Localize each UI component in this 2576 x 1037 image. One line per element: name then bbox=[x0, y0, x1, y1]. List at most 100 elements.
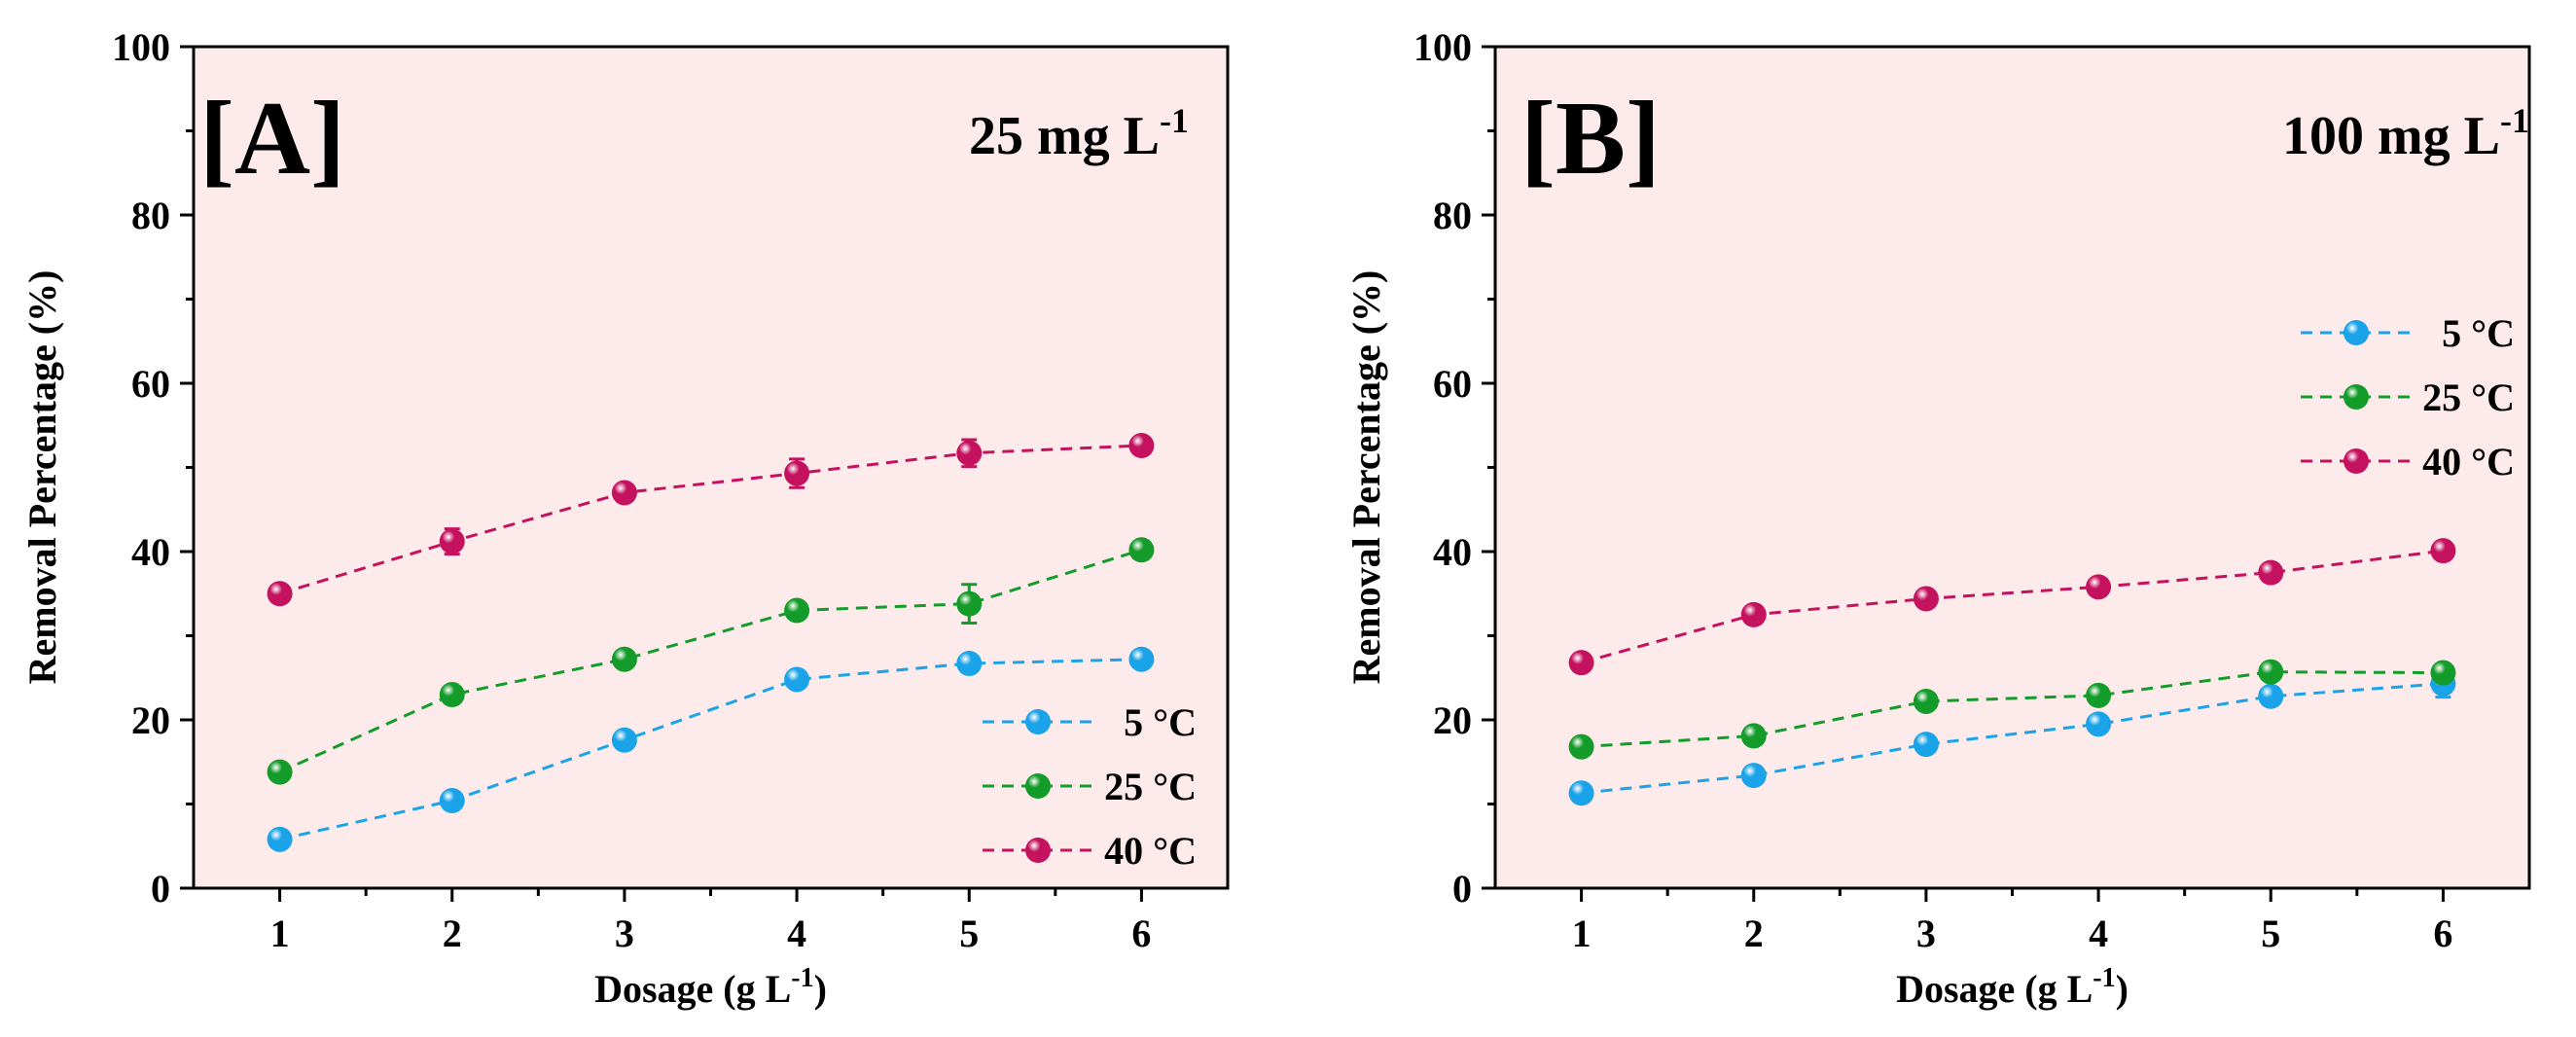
y-tick-label: 40 bbox=[131, 530, 170, 574]
data-point bbox=[1913, 586, 1939, 612]
series-line bbox=[1581, 670, 2444, 749]
panel-label: [B] bbox=[1521, 81, 1661, 197]
series-25c bbox=[1568, 659, 2456, 760]
data-point bbox=[2430, 538, 2456, 564]
panel-label: [A] bbox=[199, 81, 345, 197]
concentration-sup: -1 bbox=[1160, 101, 1189, 140]
data-point bbox=[1913, 732, 1939, 758]
data-point bbox=[439, 528, 465, 554]
data-point bbox=[439, 788, 465, 814]
x-tick-label: 1 bbox=[1572, 912, 1592, 955]
plot-area bbox=[194, 47, 1228, 888]
y-tick-label: 20 bbox=[1433, 698, 1472, 742]
legend-label: 25 °C bbox=[2422, 375, 2515, 419]
series-line bbox=[1581, 682, 2444, 795]
x-tick-label: 3 bbox=[1916, 912, 1936, 955]
legend-marker bbox=[2343, 384, 2369, 410]
y-axis-title: Removal Percentage (%) bbox=[20, 270, 64, 685]
x-axis-title: Dosage (g L-1) bbox=[594, 963, 827, 1011]
legend-marker bbox=[1025, 773, 1051, 799]
concentration-main: 25 mg L bbox=[969, 106, 1160, 166]
x-tick-label: 5 bbox=[959, 912, 979, 955]
x-tick-label: 4 bbox=[2089, 912, 2108, 955]
legend-marker bbox=[2343, 448, 2369, 474]
concentration-label: 25 mg L-1 bbox=[969, 101, 1189, 166]
y-tick-label: 40 bbox=[1433, 530, 1472, 574]
data-point bbox=[2086, 574, 2112, 600]
legend-label: 5 °C bbox=[1124, 700, 1197, 744]
legend-marker bbox=[1025, 838, 1051, 863]
x-axis-title-tail: ) bbox=[2116, 967, 2129, 1011]
x-axis-title-main: Dosage (g L bbox=[1896, 967, 2093, 1011]
data-point bbox=[1568, 733, 1594, 760]
data-point bbox=[611, 646, 637, 672]
series-5c bbox=[267, 646, 1155, 852]
x-axis-title-main: Dosage (g L bbox=[594, 967, 791, 1011]
y-tick-label: 0 bbox=[1452, 867, 1472, 911]
series-line bbox=[1581, 549, 2444, 664]
series-40c bbox=[1568, 538, 2456, 676]
data-point bbox=[1128, 433, 1155, 459]
data-point bbox=[611, 480, 637, 506]
concentration-sup: -1 bbox=[2500, 101, 2529, 140]
data-point bbox=[784, 597, 810, 624]
y-tick-label: 100 bbox=[1413, 25, 1472, 69]
y-tick-label: 80 bbox=[1433, 194, 1472, 237]
data-point bbox=[2258, 659, 2284, 685]
data-point bbox=[439, 682, 465, 708]
x-tick-label: 6 bbox=[1131, 912, 1151, 955]
series-5c bbox=[1568, 668, 2456, 806]
data-point bbox=[956, 651, 983, 677]
x-axis-title: Dosage (g L-1) bbox=[1896, 963, 2129, 1011]
data-point bbox=[267, 759, 293, 785]
y-axis-title: Removal Percentage (%) bbox=[1344, 270, 1388, 685]
data-point bbox=[784, 666, 810, 693]
data-point bbox=[1128, 646, 1155, 672]
data-point bbox=[267, 826, 293, 852]
data-point bbox=[1568, 650, 1594, 676]
legend-label: 5 °C bbox=[2442, 311, 2515, 355]
legend-marker bbox=[2343, 320, 2369, 345]
x-tick-label: 4 bbox=[787, 912, 806, 955]
x-axis-title-tail: ) bbox=[814, 967, 827, 1011]
data-point bbox=[2086, 682, 2112, 708]
concentration-label: 100 mg L-1 bbox=[2282, 101, 2529, 166]
x-tick-label: 6 bbox=[2433, 912, 2452, 955]
data-point bbox=[784, 460, 810, 486]
data-point bbox=[2430, 660, 2456, 686]
x-tick-label: 5 bbox=[2261, 912, 2280, 955]
x-tick-label: 2 bbox=[443, 912, 462, 955]
chart-panel-b: 0 20 40 60 80 100 1 2 3 4 5 6 5 °C 25 °C 40 °C [B] 100 m… bbox=[1344, 25, 2531, 1011]
data-point bbox=[1740, 763, 1767, 789]
plot-frame bbox=[1493, 45, 2531, 890]
legend-label: 25 °C bbox=[1104, 765, 1197, 808]
y-tick-label: 80 bbox=[131, 194, 170, 237]
series-40c bbox=[267, 433, 1155, 607]
x-tick-label: 1 bbox=[270, 912, 290, 955]
plot-frame bbox=[192, 45, 1230, 890]
data-point bbox=[2086, 711, 2112, 737]
data-point bbox=[2258, 559, 2284, 586]
chart-panel-a: 0 20 40 60 80 100 1 2 3 4 5 6 5 °C 25 °C 40 °C [A] 25 mg… bbox=[20, 25, 1230, 1011]
y-tick-label: 0 bbox=[151, 867, 170, 911]
data-point bbox=[956, 590, 983, 617]
data-point bbox=[1740, 601, 1767, 627]
y-tick-label: 60 bbox=[1433, 362, 1472, 406]
x-tick-label: 2 bbox=[1744, 912, 1764, 955]
series-25c bbox=[267, 537, 1155, 785]
data-point bbox=[1740, 723, 1767, 749]
data-point bbox=[2258, 683, 2284, 709]
concentration-main: 100 mg L bbox=[2282, 106, 2500, 166]
x-axis-title-sup: -1 bbox=[791, 963, 813, 993]
series-line bbox=[278, 548, 1142, 773]
data-point bbox=[267, 581, 293, 607]
series-line bbox=[279, 658, 1142, 841]
y-tick-label: 100 bbox=[112, 25, 170, 69]
y-tick-label: 20 bbox=[131, 698, 170, 742]
data-point bbox=[1568, 780, 1594, 806]
data-point bbox=[1913, 688, 1939, 714]
y-tick-label: 60 bbox=[131, 362, 170, 406]
legend-label: 40 °C bbox=[2422, 440, 2515, 483]
legend-marker bbox=[1025, 709, 1051, 734]
